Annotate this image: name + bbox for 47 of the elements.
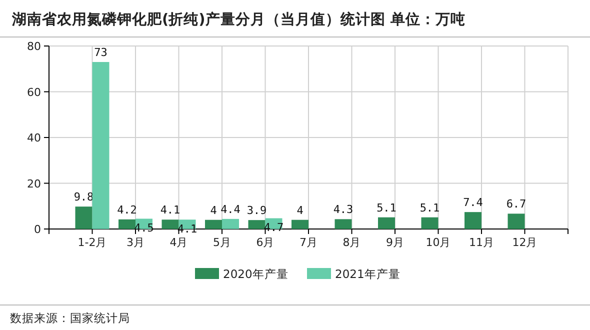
x-tick-label: 4月 [170, 236, 188, 249]
bar [118, 219, 136, 229]
bar [508, 214, 525, 229]
data-label: 9.8 [74, 190, 94, 204]
chart-title: 湖南省农用氮磷钾化肥(折纯)产量分月（当月值）统计图 单位：万吨 [11, 11, 466, 28]
bar [248, 220, 266, 229]
x-tick-label: 10月 [426, 236, 451, 249]
bar [292, 220, 308, 229]
data-label: 5.1 [376, 201, 396, 214]
legend-label: 2020年产量 [223, 267, 288, 281]
data-label: 73 [94, 46, 108, 60]
bar [92, 62, 110, 229]
source-note: 数据来源：国家统计局 [10, 311, 130, 325]
x-tick-label: 11月 [469, 236, 494, 249]
data-label: 7.4 [463, 196, 484, 210]
data-label: 4 [210, 204, 218, 217]
y-tick-label: 60 [27, 86, 41, 99]
x-tick-label: 6月 [256, 236, 274, 249]
bar [75, 206, 92, 229]
data-label: 4.4 [220, 202, 241, 216]
y-tick-label: 80 [27, 40, 41, 53]
data-label: 4.1 [160, 204, 180, 217]
y-tick-label: 20 [27, 177, 41, 190]
data-label: 4 [296, 204, 304, 217]
y-tick-label: 0 [34, 223, 41, 236]
x-tick-label: 5月 [213, 236, 231, 249]
x-tick-label: 12月 [512, 236, 538, 249]
x-tick-label: 1-2月 [78, 236, 107, 249]
data-label: 3.9 [246, 204, 267, 218]
bar [162, 220, 179, 229]
x-tick-label: 9月 [386, 236, 404, 249]
bar [334, 219, 352, 229]
data-label: 5.1 [420, 201, 440, 214]
bar [205, 220, 222, 229]
bar [378, 217, 395, 229]
x-tick-label: 8月 [342, 236, 361, 249]
bar [222, 218, 239, 229]
bar [421, 217, 438, 229]
data-label: 4.2 [117, 203, 137, 216]
x-tick-label: 7月 [300, 236, 318, 249]
y-tick-label: 40 [27, 132, 41, 144]
bar [464, 212, 482, 229]
data-label: 6.7 [506, 198, 526, 211]
data-label: 4.3 [333, 203, 354, 216]
legend-label: 2021年产量 [335, 267, 400, 281]
data-label: 4.1 [177, 222, 198, 236]
x-tick-label: 3月 [126, 236, 144, 249]
